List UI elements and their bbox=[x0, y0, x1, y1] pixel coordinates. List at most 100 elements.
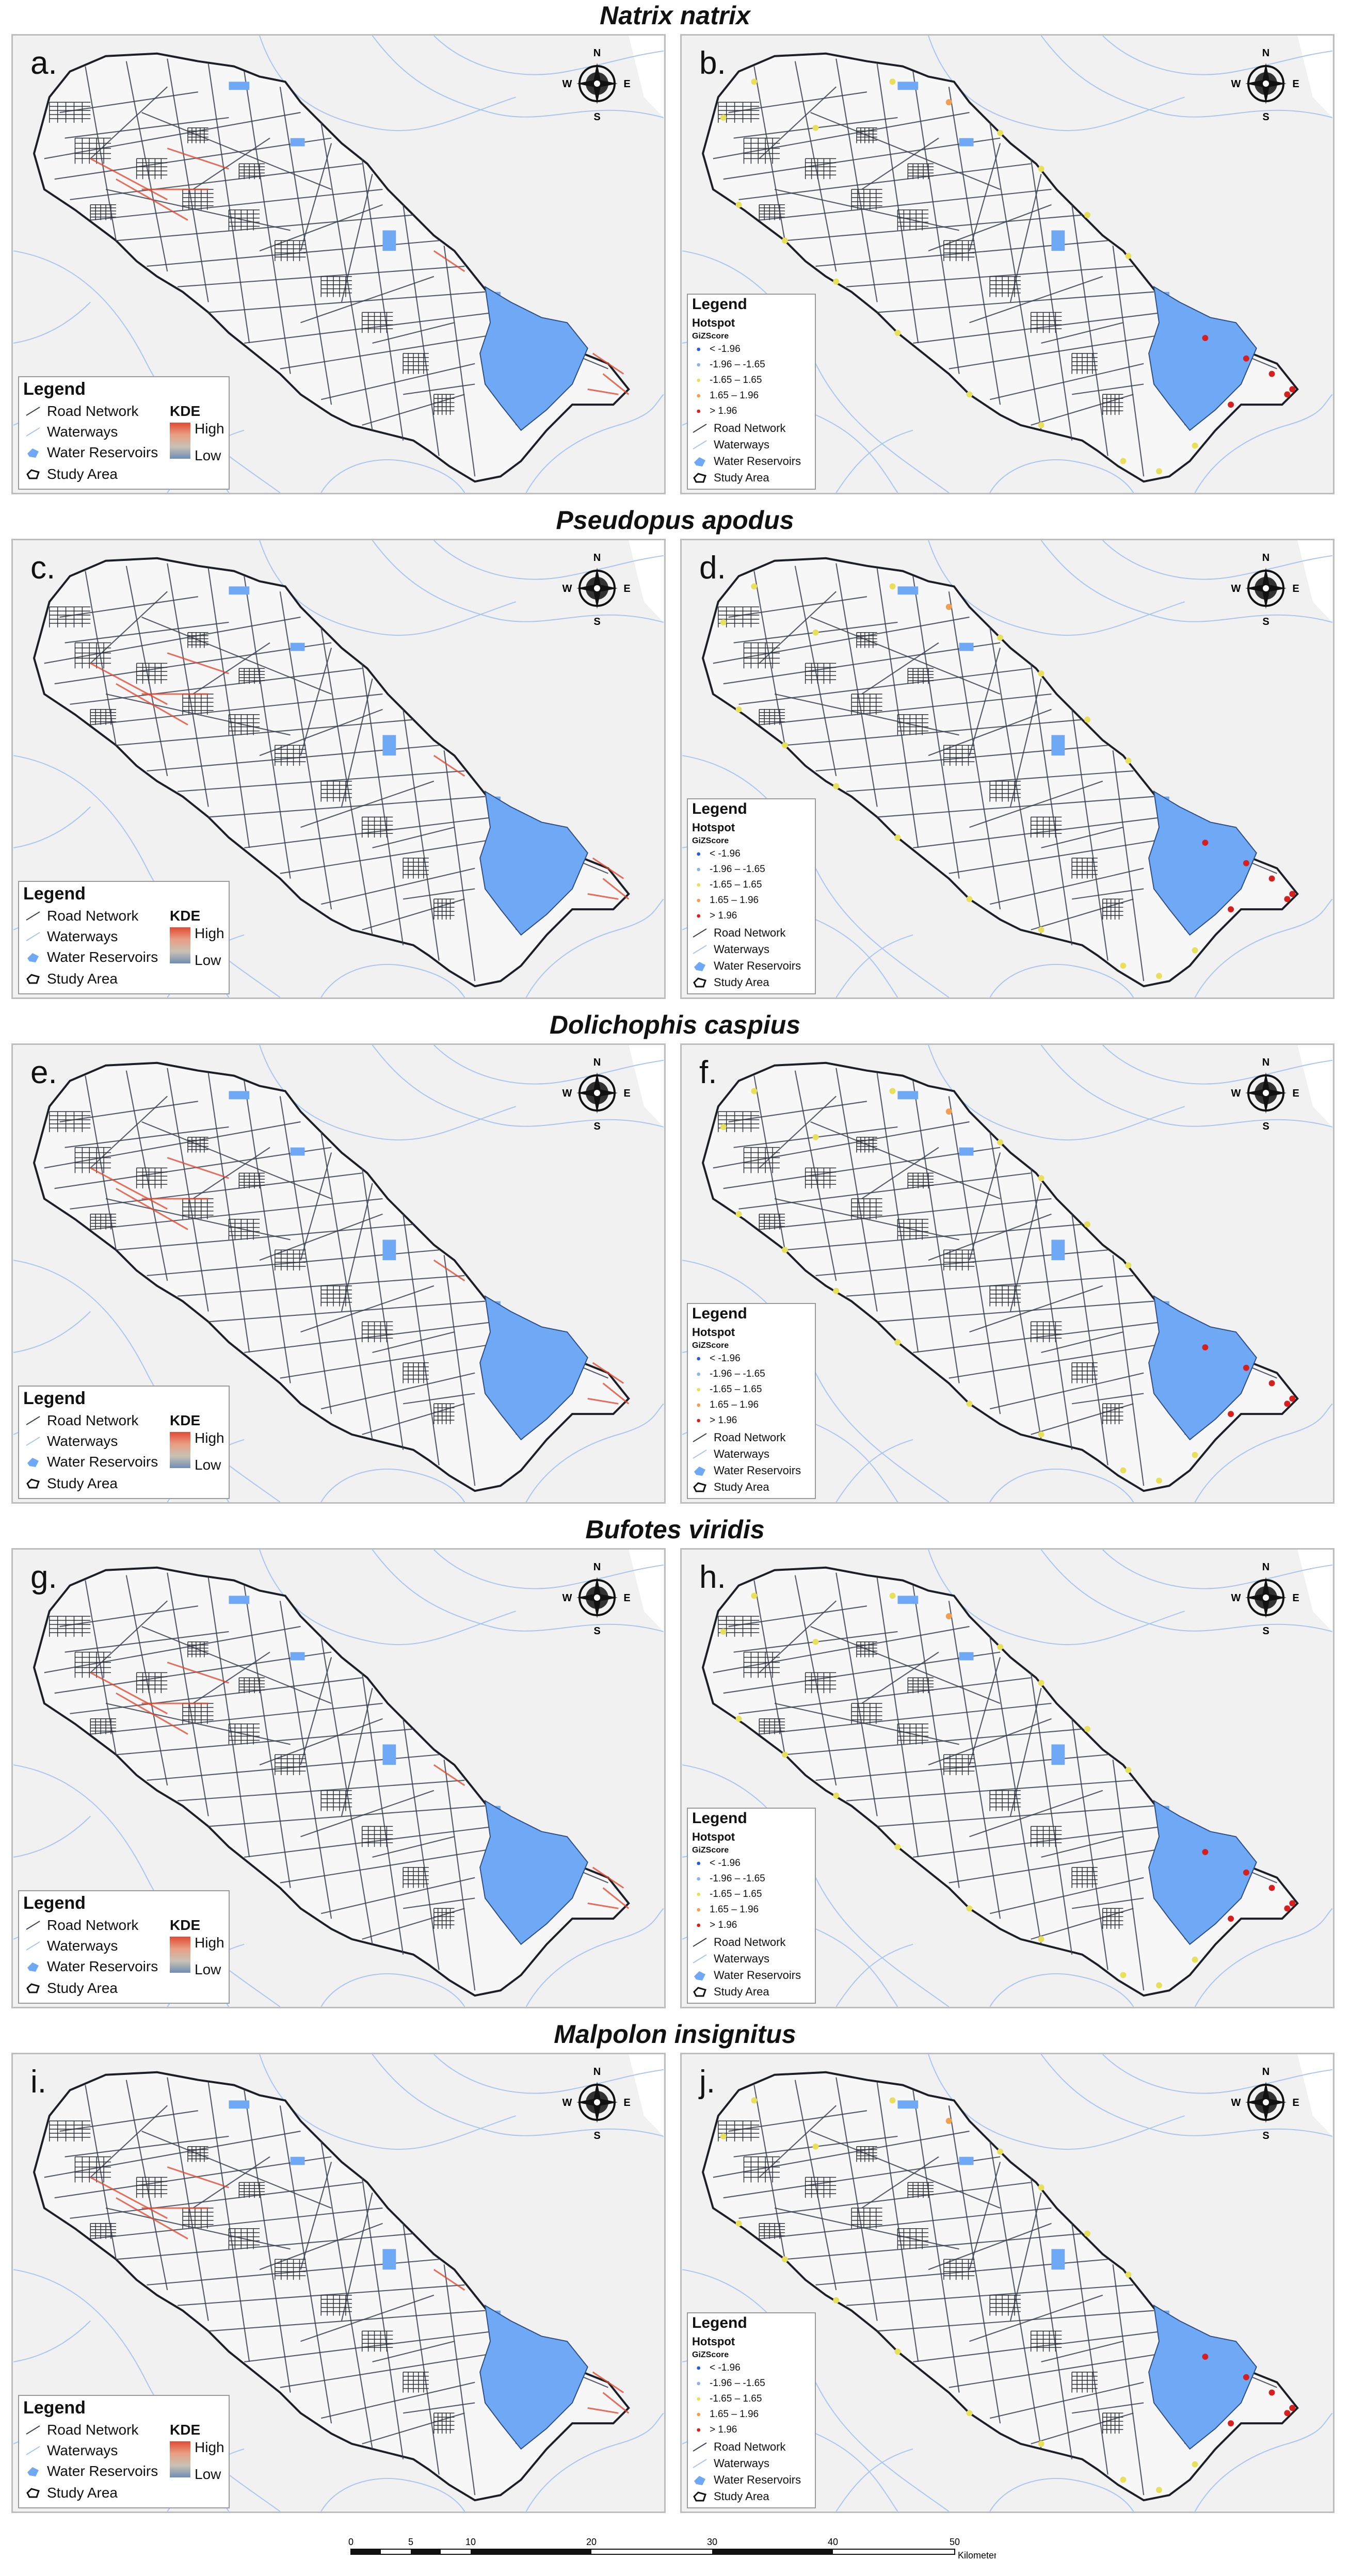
legend-label: Waterways bbox=[714, 943, 769, 956]
water-reservoir bbox=[1148, 285, 1257, 431]
road bbox=[713, 616, 970, 664]
legend-row: Road Network bbox=[692, 2440, 785, 2454]
legend-row: 1.65 – 1.96 bbox=[695, 1399, 759, 1411]
water-reservoir bbox=[897, 1091, 919, 1100]
reservoir-symbol bbox=[694, 1971, 705, 1981]
compass-label-w: W bbox=[562, 1592, 572, 1604]
water-reservoir bbox=[290, 2156, 305, 2165]
road bbox=[738, 163, 1031, 200]
road bbox=[259, 2223, 383, 2271]
waterway bbox=[433, 1550, 664, 1589]
legend-row: -1.65 – 1.65 bbox=[695, 374, 762, 387]
legend-label: > 1.96 bbox=[710, 1415, 737, 1426]
road bbox=[1031, 394, 1134, 426]
kde-high-label: High bbox=[195, 2439, 224, 2455]
urban-block bbox=[943, 1754, 975, 1776]
urban-block bbox=[433, 2412, 455, 2434]
waterway bbox=[835, 429, 913, 493]
road bbox=[969, 2162, 1001, 2270]
waterway bbox=[835, 2448, 913, 2511]
water-reservoir bbox=[959, 1147, 974, 1156]
hotspot-point bbox=[781, 1247, 788, 1253]
hotspot-point bbox=[1243, 2374, 1249, 2380]
waterway bbox=[13, 301, 91, 344]
urban-block bbox=[759, 1718, 785, 1734]
hotspot-point bbox=[1120, 458, 1127, 464]
urban-block bbox=[743, 137, 780, 164]
road bbox=[876, 1577, 919, 1858]
road bbox=[949, 1342, 1175, 1379]
road bbox=[90, 591, 168, 664]
road bbox=[403, 1718, 440, 1970]
urban-block bbox=[989, 2295, 1021, 2316]
water-reservoir bbox=[290, 1652, 305, 1661]
road bbox=[125, 1575, 168, 1786]
reservoir-symbol bbox=[694, 1467, 705, 1476]
road bbox=[279, 591, 332, 910]
urban-block bbox=[403, 2372, 429, 2393]
road bbox=[759, 1600, 837, 1673]
road bbox=[443, 246, 476, 477]
urban-block bbox=[1030, 312, 1062, 333]
water-reservoir bbox=[290, 642, 305, 651]
waterway bbox=[13, 2320, 91, 2362]
road bbox=[969, 1152, 1001, 1261]
reservoir-symbol bbox=[27, 2467, 39, 2476]
waterway bbox=[320, 963, 465, 997]
kde-segment bbox=[592, 1866, 624, 1889]
urban-block bbox=[805, 1167, 837, 1189]
legend-line-symbol bbox=[693, 928, 707, 938]
urban-block bbox=[90, 2223, 116, 2239]
hotspot-point bbox=[781, 237, 788, 244]
road bbox=[300, 1285, 435, 1333]
hotspot-class-symbol bbox=[697, 409, 700, 413]
urban-block bbox=[759, 709, 785, 725]
legend-row: -1.96 – -1.65 bbox=[695, 2377, 765, 2390]
hotspot-point bbox=[1228, 401, 1234, 408]
hotspot-point bbox=[966, 1905, 973, 1912]
hotspot-point bbox=[889, 2097, 896, 2104]
kde-segment bbox=[167, 652, 229, 674]
legend-title: Legend bbox=[23, 1893, 86, 1913]
urban-block bbox=[1102, 1908, 1123, 1929]
hotspot-point bbox=[1192, 1956, 1198, 1963]
road bbox=[207, 63, 250, 344]
road bbox=[167, 1572, 209, 1816]
compass-label-s: S bbox=[1262, 111, 1269, 122]
waterway bbox=[433, 2054, 664, 2094]
legend-row: Waterways bbox=[692, 943, 769, 956]
kde-segment bbox=[592, 857, 624, 879]
road bbox=[141, 111, 332, 190]
legend-row: Road Network bbox=[25, 403, 138, 420]
road bbox=[1112, 1760, 1145, 1991]
road bbox=[70, 2182, 362, 2219]
legend-row: Waterways bbox=[692, 2457, 769, 2470]
panel-letter: h. bbox=[699, 1559, 726, 1595]
urban-block bbox=[897, 2228, 929, 2249]
road bbox=[259, 1718, 383, 1766]
road bbox=[723, 1651, 1001, 1694]
legend-row: -1.96 – -1.65 bbox=[695, 359, 765, 371]
road bbox=[300, 1152, 332, 1261]
kde-high-label: High bbox=[195, 1430, 224, 1446]
urban-block bbox=[856, 1641, 877, 1657]
urban-block bbox=[320, 1790, 352, 1811]
road bbox=[125, 61, 168, 272]
hotspot-label: Hotspot bbox=[692, 1830, 735, 1843]
road bbox=[403, 1214, 440, 1466]
reservoir-symbol bbox=[27, 448, 39, 458]
road bbox=[244, 1081, 291, 1383]
road bbox=[728, 2110, 867, 2132]
water-reservoir bbox=[229, 586, 250, 595]
compass-label-e: E bbox=[1292, 1592, 1299, 1604]
legend-row: < -1.96 bbox=[695, 848, 741, 860]
hotspot-point bbox=[1228, 906, 1234, 913]
hotspot-point bbox=[1038, 926, 1044, 933]
legend-label: 1.65 – 1.96 bbox=[710, 1399, 759, 1410]
kde-label: KDE bbox=[170, 1412, 201, 1428]
urban-block bbox=[1102, 394, 1123, 415]
hotspot-point bbox=[1120, 1467, 1127, 1474]
road bbox=[1031, 898, 1134, 930]
legend-row: Study Area bbox=[25, 1980, 118, 1997]
water-reservoir bbox=[1051, 1744, 1065, 1765]
